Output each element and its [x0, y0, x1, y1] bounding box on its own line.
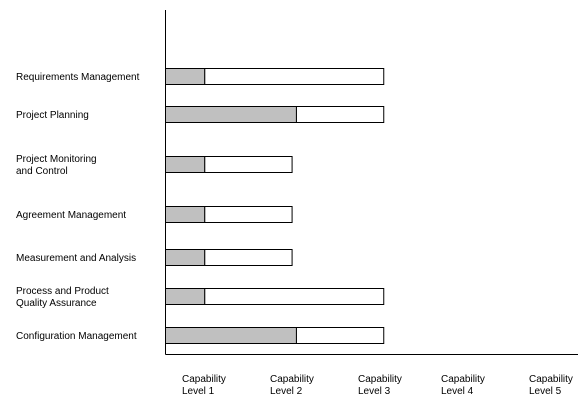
category-label: Configuration Management	[16, 331, 137, 342]
bar-segment	[165, 288, 206, 305]
category-labels: Requirements Management Project Planning P…	[16, 72, 140, 342]
bar-segment	[204, 156, 293, 173]
x-tick-labels: Capability Level 1 Capability Level 2 Capabi…	[182, 374, 573, 397]
x-tick-label: Capability Level 4	[441, 374, 485, 397]
category-label: Project Planning	[16, 110, 89, 121]
category-label: Requirements Management	[16, 72, 140, 83]
bar-segment	[204, 206, 293, 223]
x-tick-label: Capability Level 1	[182, 374, 226, 397]
bar-segment	[165, 206, 206, 223]
category-label: Measurement and Analysis	[16, 253, 136, 264]
x-tick-label: Capability Level 2	[270, 374, 314, 397]
bar-segment	[165, 106, 297, 123]
bar-segment	[165, 249, 206, 266]
bar-segment	[204, 249, 293, 266]
bar-segment	[165, 68, 206, 85]
category-label: Agreement Management	[16, 210, 126, 221]
bar-segment	[204, 68, 385, 85]
bar-segment	[204, 288, 385, 305]
bars-group	[165, 68, 385, 344]
x-tick-label: Capability Level 3	[358, 374, 402, 397]
category-label: Process and Product Quality Assurance	[16, 286, 109, 309]
x-tick-label: Capability Level 5	[529, 374, 573, 397]
bar-segment	[165, 156, 206, 173]
bar-segment	[295, 327, 385, 344]
bar-segment	[165, 327, 297, 344]
category-label: Project Monitoring and Control	[16, 154, 97, 177]
bar-segment	[295, 106, 385, 123]
